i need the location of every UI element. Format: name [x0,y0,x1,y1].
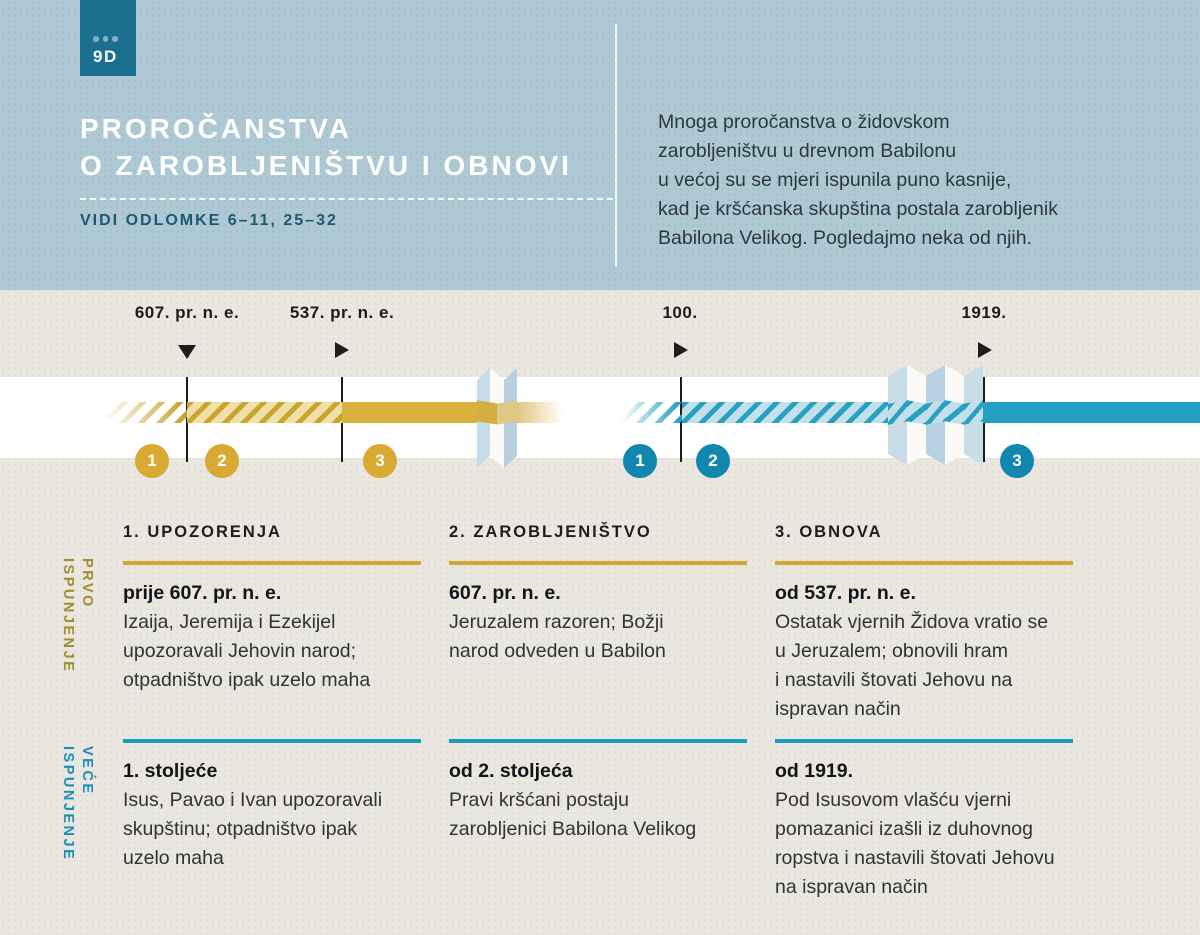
cell-text: Ostatak vjernih Židova vratio se u Jeruz… [775,611,1049,720]
cell-first-restoration: od 537. pr. n. e. Ostatak vjernih Židova… [775,579,1085,724]
gold-bar-hatched [187,402,342,423]
date-label-100: 100. [662,303,698,322]
date-label-1919: 1919. [961,303,1007,322]
number-badge-gold-3: 3 [363,444,397,478]
number-badge-teal-1: 1 [623,444,657,478]
teal-bar-solid [983,402,1200,423]
number-badge-gold-1: 1 [135,444,169,478]
cell-greater-warnings: 1. stoljeće Isus, Pavao i Ivan upozorava… [123,757,433,873]
cell-greater-restoration: od 1919. Pod Isusovom vlašću vjerni poma… [775,757,1085,902]
page-title: PROROČANSTVA O ZAROBLJENIŠTVU I OBNOVI [80,113,572,181]
rule-gold [449,561,747,565]
marker-down-icon [178,345,196,359]
gold-bar-fade-in [103,402,187,423]
number-badge-teal-2: 2 [696,444,730,478]
timeline-fold-gold [477,368,517,468]
rule-teal [449,739,747,743]
gold-bar-solid [342,402,477,423]
chart-number: 9D [93,47,118,66]
cell-date: od 2. stoljeća [449,760,573,782]
header: 9D PROROČANSTVA O ZAROBLJENIŠTVU I OBNOV… [0,0,1200,290]
fulfillment-table: PRVO ISPUNJENJE VEĆE ISPUNJENJE 1. UPOZO… [0,505,1200,935]
marker-right-icon [335,342,349,358]
date-label-537: 537. pr. n. e. [289,303,395,322]
row-label-greater-fulfillment: VEĆE ISPUNJENJE [60,746,95,862]
dashed-divider [80,198,613,200]
teal-bar-fade-in [620,402,682,423]
rule-teal [123,739,421,743]
cell-date: prije 607. pr. n. e. [123,582,282,604]
row-label-first-fulfillment: PRVO ISPUNJENJE [60,558,95,674]
rule-teal [775,739,1073,743]
cell-text: Isus, Pavao i Ivan upozoravali skupštinu… [123,789,383,869]
marker-right-icon [674,342,688,358]
cell-date: 607. pr. n. e. [449,582,561,604]
date-label-607: 607. pr. n. e. [134,303,240,322]
column-header-captivity: 2. ZAROBLJENIŠTVO [449,523,652,541]
cell-first-captivity: 607. pr. n. e. Jeruzalem razoren; Božji … [449,579,759,666]
column-header-restoration: 3. OBNOVA [775,523,883,541]
ellipsis-dots-icon [93,36,118,42]
marker-right-icon [978,342,992,358]
cell-text: Jeruzalem razoren; Božji narod odveden u… [449,611,666,662]
timeline: 607. pr. n. e. 537. pr. n. e. 100. 1919. [0,290,1200,505]
cell-first-warnings: prije 607. pr. n. e. Izaija, Jeremija i … [123,579,433,695]
rule-gold [775,561,1073,565]
vertical-divider [615,24,617,267]
column-header-warnings: 1. UPOZORENJA [123,523,282,541]
number-badge-gold-2: 2 [205,444,239,478]
cell-date: od 537. pr. n. e. [775,582,916,604]
rule-gold [123,561,421,565]
see-paragraphs-note: VIDI ODLOMKE 6–11, 25–32 [80,212,338,229]
cell-text: Izaija, Jeremija i Ezekijel upozoravali … [123,611,371,691]
cell-text: Pravi kršćani postaju zarobljenici Babil… [449,789,697,840]
gold-bar-fade-out [517,402,563,423]
teal-bar-hatched [682,402,888,423]
cell-date: od 1919. [775,760,854,782]
cell-date: 1. stoljeće [123,760,218,782]
cell-greater-captivity: od 2. stoljeća Pravi kršćani postaju zar… [449,757,759,844]
intro-text: Mnoga proročanstva o židovskom zarobljen… [658,111,1058,249]
number-badge-teal-3: 3 [1000,444,1034,478]
cell-text: Pod Isusovom vlašću vjerni pomazanici iz… [775,789,1055,898]
chart-number-badge: 9D [80,0,136,76]
timeline-fold-teal [888,365,983,465]
